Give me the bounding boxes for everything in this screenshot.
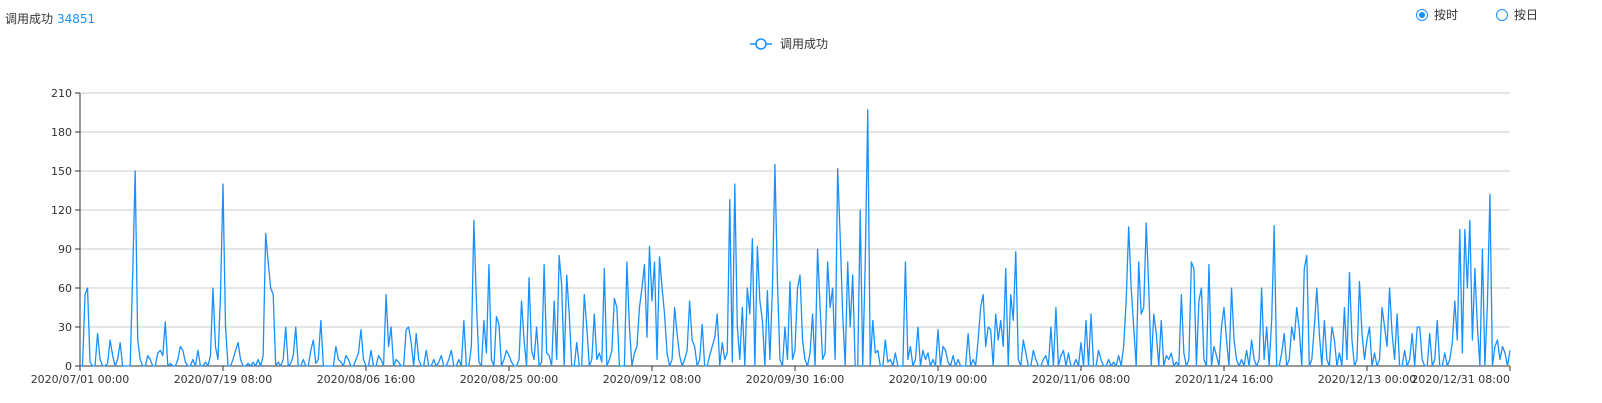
y-tick-label: 0 [65, 360, 72, 373]
x-tick-label: 2020/07/01 00:00 [31, 373, 130, 386]
success-summary-label: 调用成功 [5, 12, 54, 26]
radio-by-day-label: 按日 [1514, 8, 1539, 22]
y-tick-label: 90 [58, 243, 72, 256]
y-tick-label: 30 [58, 321, 72, 334]
x-tick-label: 2020/11/24 16:00 [1175, 373, 1274, 386]
radio-by-hour-label: 按时 [1434, 8, 1459, 22]
x-tick-label: 2020/11/06 08:00 [1032, 373, 1131, 386]
y-tick-label: 210 [51, 87, 72, 100]
series-line[interactable] [80, 109, 1511, 367]
radio-unchecked-icon [1496, 8, 1508, 21]
y-tick-label: 60 [58, 282, 72, 295]
x-tick-label: 2020/12/31 08:00 [1411, 373, 1510, 386]
x-tick-label: 2020/07/19 08:00 [174, 373, 273, 386]
radio-by-hour[interactable]: 按时 [1416, 6, 1476, 23]
legend-label: 调用成功 [780, 37, 828, 51]
x-tick-label: 2020/09/12 08:00 [603, 373, 702, 386]
y-tick-label: 180 [51, 126, 72, 139]
x-tick-label: 2020/12/13 00:00 [1318, 373, 1417, 386]
y-tick-label: 120 [51, 204, 72, 217]
success-count: 34851 [57, 12, 96, 26]
legend-marker-icon [755, 38, 767, 50]
y-tick-label: 150 [51, 165, 72, 178]
x-tick-label: 2020/08/25 00:00 [460, 373, 559, 386]
radio-by-day[interactable]: 按日 [1496, 6, 1556, 23]
x-tick-label: 2020/10/19 00:00 [889, 373, 988, 386]
x-tick-label: 2020/08/06 16:00 [317, 373, 416, 386]
success-summary: 调用成功 34851 [5, 10, 95, 27]
chart-legend[interactable]: 调用成功 [750, 37, 828, 51]
radio-checked-icon [1416, 8, 1428, 21]
x-tick-label: 2020/09/30 16:00 [746, 373, 845, 386]
